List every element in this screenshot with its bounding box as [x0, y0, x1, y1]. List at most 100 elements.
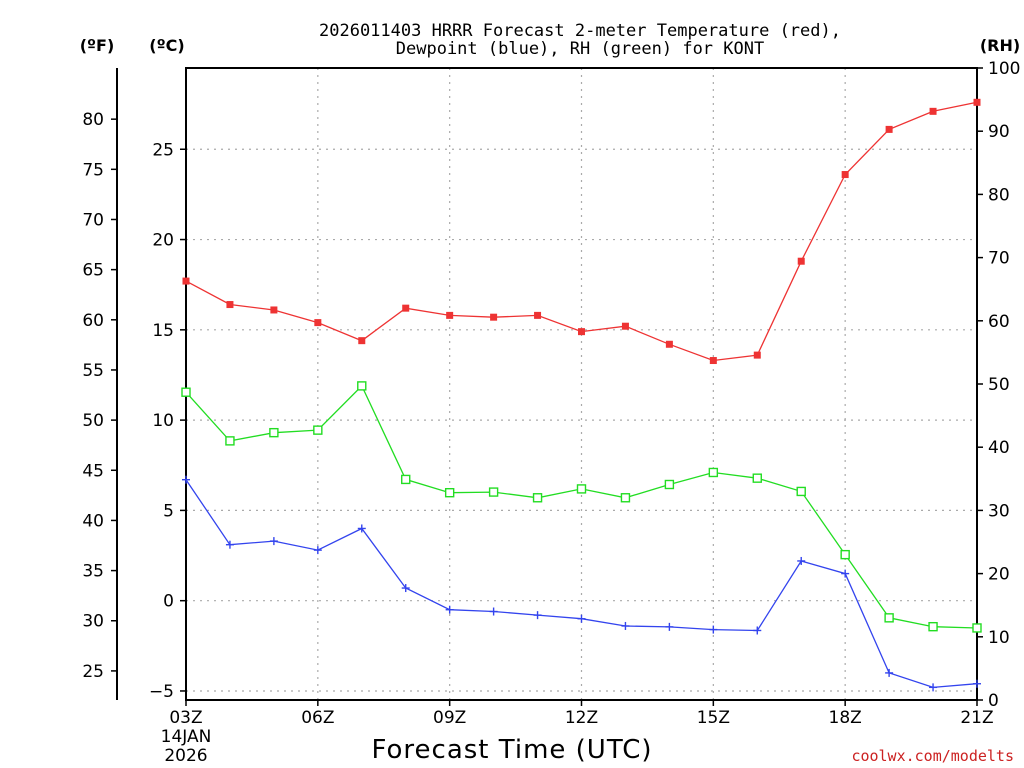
rh-point — [752, 473, 762, 483]
rh-tick-label: 60 — [988, 312, 1010, 332]
rh-tick-label: 40 — [988, 438, 1010, 458]
temperature-point — [358, 337, 366, 345]
temperature-point — [534, 311, 542, 319]
fahrenheit-tick-label: 70 — [82, 210, 104, 230]
rh-point — [444, 488, 455, 498]
celsius-tick-label: 15 — [152, 321, 174, 341]
temperature-point — [973, 98, 981, 106]
rh-tick-label: 90 — [988, 122, 1010, 142]
dewpoint-point — [929, 683, 938, 692]
rh-tick-label: 70 — [988, 249, 1010, 269]
x-tick-label: 18Z — [829, 708, 862, 728]
x-date-line1: 14JAN — [161, 727, 212, 747]
dewpoint-point — [577, 614, 586, 623]
temperature-point — [753, 351, 761, 359]
rh-series-line — [185, 384, 978, 629]
fahrenheit-tick-label: 55 — [82, 361, 104, 381]
temperature-point — [929, 107, 937, 115]
axis-ticks: 03Z 06Z 09Z 12Z 15Z 18Z 21Z −5 0 5 10 15 20 25 25 30 35 4… — [82, 59, 1020, 728]
temperature-point — [226, 301, 234, 309]
fahrenheit-tick-label: 80 — [82, 110, 104, 130]
rh-tick-label: 20 — [988, 565, 1010, 585]
dewpoint-point — [973, 679, 981, 688]
rh-point — [708, 467, 719, 478]
temperature-point — [402, 304, 410, 312]
rh-point — [357, 381, 367, 391]
temperature-point — [665, 340, 673, 348]
rh-point — [664, 479, 675, 490]
rh-point — [401, 474, 411, 485]
temperature-point — [446, 311, 454, 319]
rh-tick-label: 50 — [988, 375, 1010, 395]
rh-tick-label: 10 — [988, 628, 1010, 648]
dewpoint-point — [841, 569, 850, 578]
celsius-tick-label: 5 — [163, 501, 174, 521]
temperature-point — [621, 322, 629, 330]
rh-point — [313, 425, 323, 435]
celsius-tick-label: 10 — [152, 411, 174, 431]
temperature-point — [490, 313, 498, 321]
dewpoint-point — [401, 584, 410, 593]
celsius-axis-header: (ºC) — [149, 36, 184, 55]
x-axis-label: Forecast Time (UTC) — [371, 735, 652, 765]
dewpoint-point — [621, 621, 630, 630]
plot-frame — [116, 67, 978, 701]
x-tick-label: 12Z — [565, 708, 598, 728]
fahrenheit-tick-label: 45 — [82, 461, 104, 481]
temperature-point — [182, 277, 190, 285]
chart-title-line1: 2026011403 HRRR Forecast 2-meter Tempera… — [319, 21, 841, 41]
rh-point — [225, 436, 235, 446]
x-date-line2: 2026 — [164, 746, 207, 766]
dewpoint-point — [489, 607, 498, 616]
rh-tick-label: 100 — [988, 59, 1020, 79]
credit-link[interactable]: coolwx.com/modelts — [851, 747, 1014, 765]
fahrenheit-tick-label: 50 — [82, 411, 104, 431]
dewpoint-point — [753, 626, 762, 635]
dewpoint-point — [665, 622, 674, 631]
fahrenheit-tick-label: 40 — [82, 511, 104, 531]
temperature-point — [841, 171, 849, 179]
rh-point — [269, 427, 279, 438]
fahrenheit-tick-label: 60 — [82, 311, 104, 331]
x-tick-label: 09Z — [433, 708, 466, 728]
rh-axis-header: (RH) — [980, 36, 1020, 55]
dewpoint-point — [533, 611, 542, 620]
celsius-tick-label: 25 — [152, 140, 174, 160]
rh-point — [181, 387, 191, 397]
dewpoint-point — [445, 605, 454, 614]
celsius-tick-label: 0 — [163, 592, 174, 612]
rh-point — [840, 549, 850, 560]
fahrenheit-tick-label: 30 — [82, 612, 104, 632]
rh-tick-label: 80 — [988, 185, 1010, 205]
dewpoint-point — [709, 625, 718, 634]
rh-point — [884, 613, 894, 623]
dewpoint-point — [269, 537, 278, 546]
fahrenheit-tick-label: 35 — [82, 562, 104, 582]
chart-title-line2: Dewpoint (blue), RH (green) for KONT — [396, 39, 764, 59]
fahrenheit-tick-label: 65 — [82, 261, 104, 281]
dewpoint-point — [182, 475, 190, 484]
dewpoint-point — [313, 546, 322, 555]
x-tick-label: 06Z — [301, 708, 334, 728]
rh-tick-label: 30 — [988, 501, 1010, 521]
rh-point — [972, 623, 982, 633]
fahrenheit-axis-header: (ºF) — [80, 36, 115, 55]
dewpoint-point — [357, 524, 366, 533]
series-lines — [181, 98, 982, 692]
dewpoint-point — [797, 556, 806, 565]
rh-point — [532, 493, 543, 503]
grid-lines — [186, 68, 977, 700]
celsius-tick-label: −5 — [149, 682, 174, 702]
dewpoint-point — [885, 668, 894, 677]
rh-point — [620, 493, 631, 503]
rh-point — [488, 487, 499, 497]
x-tick-label: 21Z — [960, 708, 993, 728]
x-tick-label: 15Z — [697, 708, 730, 728]
rh-tick-label: 0 — [988, 691, 999, 711]
celsius-tick-label: 20 — [152, 231, 174, 251]
temperature-point — [709, 357, 717, 365]
temperature-point — [885, 125, 893, 133]
fahrenheit-tick-label: 25 — [82, 662, 104, 682]
temperature-point — [314, 319, 322, 327]
